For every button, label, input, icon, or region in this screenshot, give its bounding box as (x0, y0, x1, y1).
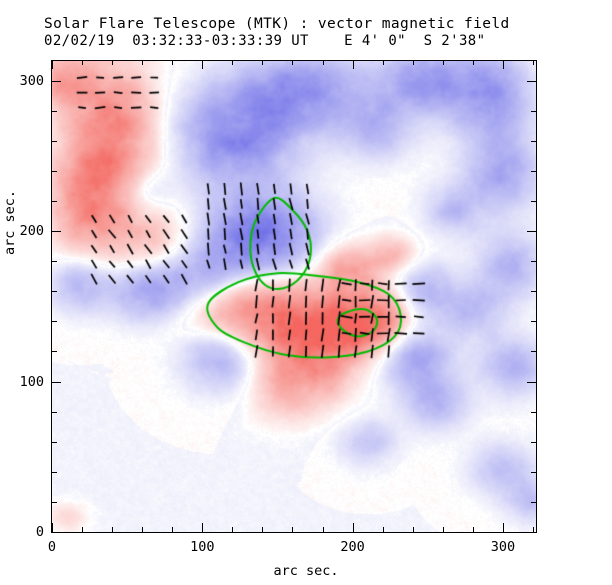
y-tick (52, 441, 57, 443)
x-tick (382, 527, 384, 532)
x-tick (202, 523, 204, 532)
y-tick (52, 471, 57, 473)
y-tick (52, 351, 57, 353)
x-tick-top (382, 60, 384, 65)
y-tick-label: 0 (35, 524, 44, 540)
x-tick-top (52, 60, 53, 69)
y-tick-right (527, 532, 536, 533)
y-tick-right (531, 441, 536, 443)
y-tick (52, 501, 57, 503)
x-tick-top (232, 60, 234, 65)
x-tick (52, 523, 53, 532)
x-tick-label: 100 (190, 539, 215, 555)
x-tick (82, 527, 84, 532)
x-tick (142, 527, 144, 532)
x-tick (172, 527, 174, 532)
y-tick (52, 411, 57, 413)
x-tick-top (172, 60, 174, 65)
x-tick-top (262, 60, 264, 65)
x-tick (262, 527, 264, 532)
y-tick-right (531, 261, 536, 263)
y-tick-right (527, 231, 536, 233)
y-tick-right (527, 381, 536, 383)
x-axis-label: arc sec. (273, 563, 339, 579)
y-tick-right (531, 200, 536, 202)
y-tick-label: 100 (19, 373, 44, 390)
y-tick (52, 231, 61, 233)
y-tick-right (531, 110, 536, 112)
x-tick (532, 527, 534, 532)
x-tick-label: 0 (47, 539, 57, 555)
y-tick (52, 140, 57, 142)
y-tick-right (531, 351, 536, 353)
x-tick-top (292, 60, 294, 65)
x-tick-top (112, 60, 114, 65)
y-tick (52, 261, 57, 263)
x-tick-top (442, 60, 444, 65)
x-tick (292, 527, 294, 532)
x-tick (472, 527, 474, 532)
x-tick-top (352, 60, 354, 69)
y-tick-right (531, 501, 536, 503)
y-tick (52, 532, 61, 533)
x-tick (112, 527, 114, 532)
x-tick (352, 523, 354, 532)
x-tick-top (502, 60, 504, 69)
y-tick-right (527, 80, 536, 82)
x-tick-top (202, 60, 204, 69)
plot-area (51, 60, 537, 533)
y-tick-right (531, 140, 536, 142)
y-tick (52, 200, 57, 202)
figure-subtitle: 02/02/19 03:32:33-03:33:39 UT E 4' 0" S … (44, 33, 486, 49)
x-tick-top (142, 60, 144, 65)
y-tick-right (531, 170, 536, 172)
y-tick (52, 291, 57, 293)
y-tick (52, 110, 57, 112)
x-tick (232, 527, 234, 532)
x-tick-top (412, 60, 414, 65)
x-tick (412, 527, 414, 532)
y-tick-right (531, 291, 536, 293)
y-tick-right (531, 471, 536, 473)
y-tick (52, 321, 57, 323)
x-tick-label: 200 (340, 539, 365, 555)
magnetic-field-map (52, 61, 536, 532)
x-tick-label: 300 (490, 539, 516, 555)
x-tick (442, 527, 444, 532)
x-tick (502, 523, 504, 532)
x-tick-top (472, 60, 474, 65)
y-tick-right (531, 321, 536, 323)
x-tick (322, 527, 324, 532)
y-tick-right (531, 411, 536, 413)
x-tick-top (532, 60, 534, 65)
y-tick (52, 80, 61, 82)
x-tick-top (82, 60, 84, 65)
y-tick-label: 200 (19, 223, 44, 240)
y-tick (52, 170, 57, 172)
y-tick (52, 381, 61, 383)
x-tick-top (322, 60, 324, 65)
y-tick-label: 300 (19, 72, 44, 89)
y-axis-label: arc sec. (2, 189, 18, 255)
figure-title: Solar Flare Telescope (MTK) : vector mag… (44, 16, 510, 32)
